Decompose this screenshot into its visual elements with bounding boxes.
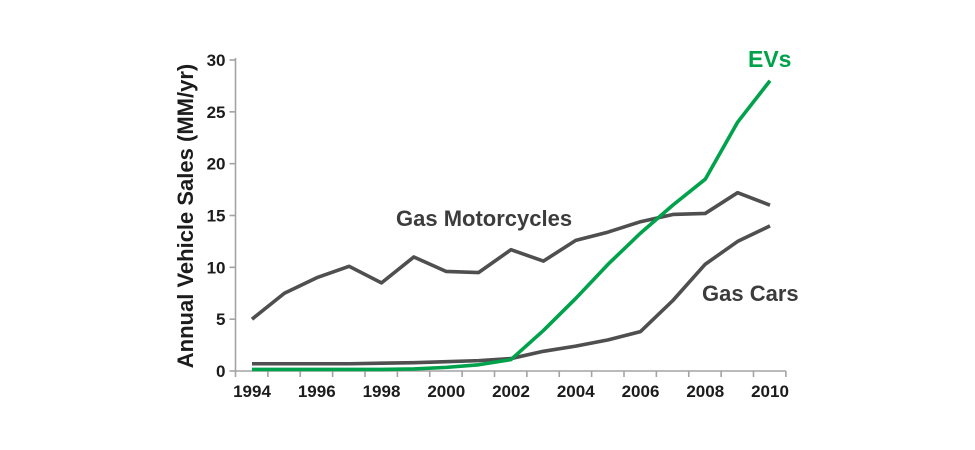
y-axis-title: Annual Vehicle Sales (MM/yr) [173, 63, 198, 369]
evs-line [252, 79, 772, 372]
y-tick-label: 0 [216, 362, 225, 381]
series-label-gas-cars: Gas Cars [702, 281, 799, 306]
y-tick-label: 10 [207, 258, 226, 277]
x-tick-label: 1996 [298, 382, 336, 401]
y-tick-label: 20 [207, 155, 226, 174]
x-tick-label: 2008 [686, 382, 724, 401]
gas-cars-line [252, 224, 771, 366]
y-tick-label: 5 [216, 310, 225, 329]
x-tick-label: 2002 [492, 382, 530, 401]
gas-motorcycles-line [250, 190, 771, 321]
series-label-gas-motorcycles: Gas Motorcycles [396, 206, 573, 231]
x-tick-label: 1998 [363, 382, 401, 401]
x-tick-label: 2006 [622, 382, 660, 401]
x-tick-label: 2004 [557, 382, 595, 401]
y-tick-label: 25 [207, 103, 226, 122]
y-tick-label: 15 [207, 207, 226, 226]
x-tick-label: 1994 [233, 382, 271, 401]
x-tick-label: 2000 [427, 382, 465, 401]
x-tick-label: 2010 [751, 382, 789, 401]
series-label-evs: EVs [748, 46, 792, 72]
y-tick-label: 30 [207, 51, 226, 70]
